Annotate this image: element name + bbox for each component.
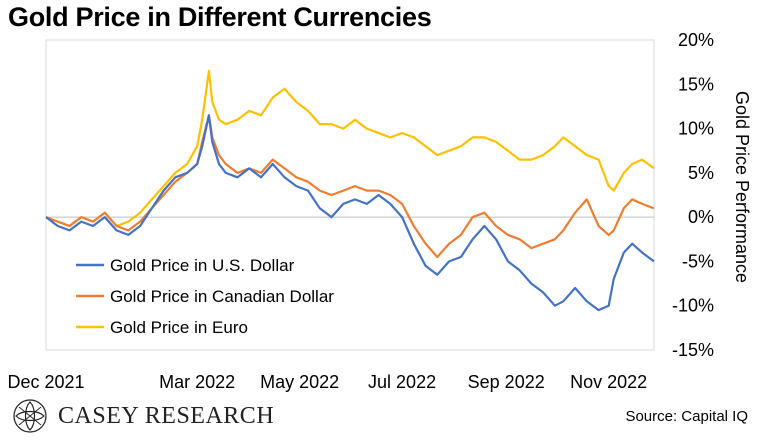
series-lines xyxy=(45,69,655,312)
y-tick-label: 15% xyxy=(678,74,714,94)
plot-area xyxy=(45,39,655,351)
legend-label: Gold Price in Euro xyxy=(110,318,248,337)
y-tick-label: -10% xyxy=(672,296,714,316)
y-tick-label: -15% xyxy=(672,340,714,360)
x-axis-ticks: Dec 2021 Mar 2022 May 2022 Jul 2022 Sep 2022… xyxy=(7,372,647,392)
x-tick-label: Sep 2022 xyxy=(468,372,545,392)
x-tick-label: Mar 2022 xyxy=(159,372,235,392)
casey-research-logo-icon xyxy=(13,399,47,433)
legend-label: Gold Price in Canadian Dollar xyxy=(110,287,334,306)
legend: Gold Price in U.S. Dollar Gold Price in C… xyxy=(76,256,334,337)
y-axis-ticks: 20% 15% 10% 5% 0% -5% -10% -15% xyxy=(672,30,714,360)
x-tick-label: Jul 2022 xyxy=(368,372,436,392)
plot-frame xyxy=(45,39,655,351)
x-tick-label: Nov 2022 xyxy=(570,372,647,392)
y-tick-label: 10% xyxy=(678,119,714,139)
series-line xyxy=(45,69,655,228)
series-line xyxy=(45,114,655,312)
y-tick-label: 0% xyxy=(688,207,714,227)
source-note: Source: Capital IQ xyxy=(625,408,748,425)
brand-name: CASEY RESEARCH xyxy=(58,402,275,429)
legend-label: Gold Price in U.S. Dollar xyxy=(110,256,295,275)
y-axis-label: Gold Price Performance xyxy=(732,91,752,283)
x-tick-label: Dec 2021 xyxy=(7,372,84,392)
y-tick-label: 5% xyxy=(688,163,714,183)
y-tick-label: 20% xyxy=(678,30,714,50)
x-tick-label: May 2022 xyxy=(260,372,339,392)
brand-logo: CASEY RESEARCH xyxy=(10,396,274,436)
chart-title: Gold Price in Different Currencies xyxy=(8,2,432,32)
y-tick-label: -5% xyxy=(682,251,714,271)
